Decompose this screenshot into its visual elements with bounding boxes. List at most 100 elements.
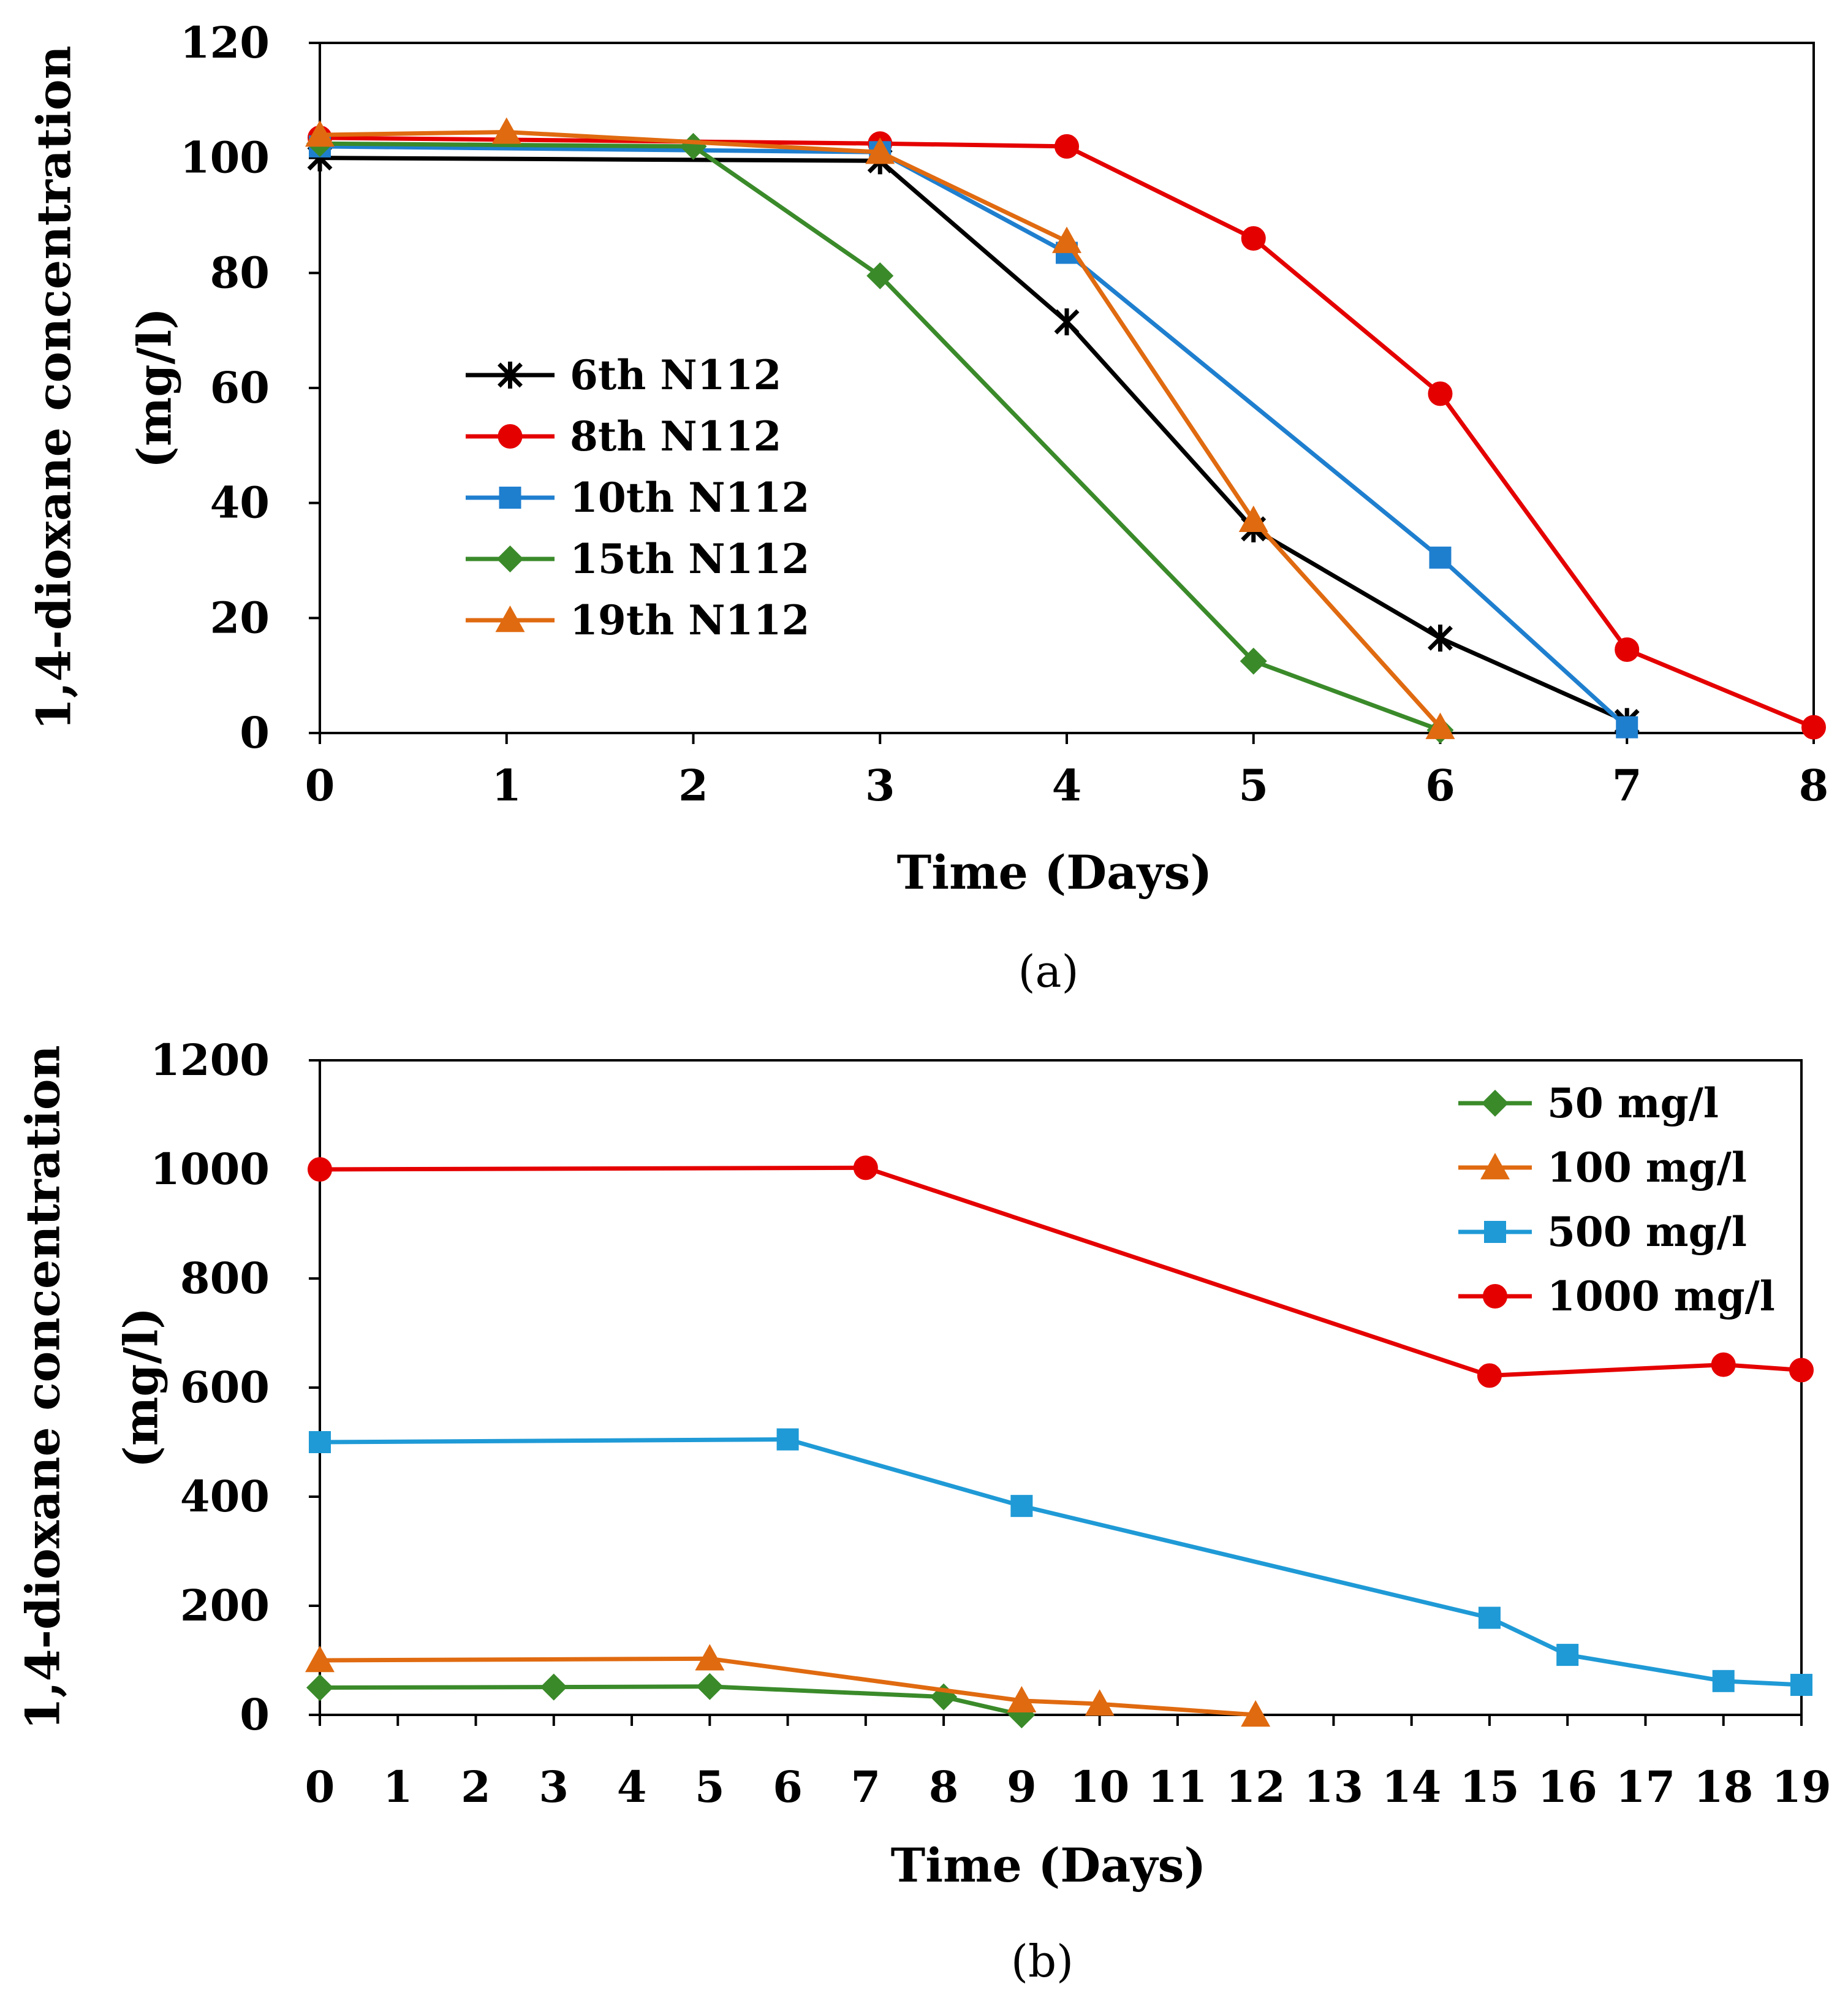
series-100-mg/l [305, 1644, 1271, 1727]
x-tick-label: 7 [1612, 760, 1642, 811]
x-tick-label: 2 [678, 760, 708, 811]
data-point [1478, 1606, 1501, 1629]
y-axis-title-unit: (mg/l) [127, 308, 182, 468]
data-point [305, 120, 335, 147]
data-point [853, 1155, 878, 1180]
legend-entry: 8th N112 [466, 412, 781, 460]
legend-marker [499, 487, 521, 509]
y-tick-label: 0 [240, 1689, 270, 1740]
y-tick-label: 100 [180, 132, 270, 183]
legend-marker [1483, 1284, 1507, 1309]
y-tick-label: 60 [210, 362, 270, 413]
y-tick-label: 200 [180, 1580, 270, 1631]
legend-label: 19th N112 [570, 596, 809, 644]
y-tick-label: 80 [210, 247, 270, 298]
series-50-mg/l [306, 1673, 1036, 1728]
data-point [1425, 712, 1455, 739]
data-point [1052, 226, 1081, 253]
series-line [319, 129, 1442, 729]
series-1000-mg/l [308, 1155, 1814, 1388]
y-axis-title: 1,4-dioxane concentration [16, 1045, 70, 1730]
legend-marker [498, 362, 523, 389]
x-tick-label: 2 [461, 1761, 491, 1812]
series-line [319, 1437, 1802, 1687]
data-point [1007, 1685, 1037, 1713]
legend-label: 6th N112 [570, 351, 781, 399]
x-tick-label: 5 [695, 1761, 725, 1812]
data-point [1085, 1689, 1115, 1716]
legend-marker [495, 606, 525, 633]
x-tick-label: 4 [617, 1761, 647, 1812]
data-point [1055, 134, 1079, 159]
x-tick-label: 6 [1425, 760, 1455, 811]
series-line [319, 135, 1815, 729]
legend-entry: 15th N112 [466, 535, 809, 583]
x-tick-label: 19 [1771, 1761, 1831, 1812]
panel-caption: (b) [1011, 1936, 1074, 1987]
legend-marker [496, 545, 524, 572]
y-tick-label: 800 [180, 1253, 270, 1304]
data-point [1428, 625, 1453, 652]
x-tick-label: 4 [1052, 760, 1082, 811]
y-axis-title-unit: (mg/l) [114, 1307, 169, 1468]
data-point [1429, 546, 1452, 569]
data-point [680, 132, 707, 160]
panel-caption: (a) [1018, 946, 1078, 997]
legend-label: 10th N112 [570, 474, 809, 522]
legend-marker [1482, 1090, 1509, 1117]
legend-entry: 50 mg/l [1458, 1079, 1719, 1127]
x-tick-label: 15 [1460, 1761, 1519, 1812]
y-tick-label: 1000 [150, 1144, 270, 1195]
x-tick-label: 10 [1070, 1761, 1129, 1812]
x-tick-label: 7 [850, 1761, 880, 1812]
data-point [1616, 716, 1638, 739]
data-point [1010, 1495, 1033, 1518]
data-point [1238, 505, 1268, 533]
legend-entry: 500 mg/l [1458, 1208, 1747, 1256]
y-tick-label: 400 [180, 1471, 270, 1522]
x-tick-label: 5 [1238, 760, 1268, 811]
legend-entry: 100 mg/l [1458, 1144, 1747, 1191]
data-point [1054, 308, 1080, 336]
data-point [1801, 715, 1826, 740]
x-tick-label: 1 [383, 1761, 413, 1812]
x-tick-label: 12 [1225, 1761, 1285, 1812]
data-point [305, 1646, 335, 1673]
x-tick-label: 9 [1007, 1761, 1037, 1812]
legend-label: 500 mg/l [1547, 1208, 1747, 1256]
data-point [540, 1673, 567, 1701]
data-point [1712, 1670, 1735, 1692]
legend-entry: 6th N112 [466, 351, 781, 399]
x-tick-label: 3 [539, 1761, 569, 1812]
data-point [1556, 1644, 1579, 1666]
chart-a: 0 20 40 60 80 100 120 0 1 2 3 4 5 6 7 8 Time (Days) 1,4-d… [27, 17, 1829, 997]
series-line [319, 1165, 1802, 1378]
x-tick-label: 0 [305, 1761, 335, 1812]
series-500-mg/l [309, 1428, 1812, 1696]
y-axis-title: 1,4-dioxane concentration [27, 45, 81, 731]
data-point [1241, 226, 1266, 251]
data-point [1615, 637, 1640, 662]
x-tick-label: 0 [305, 760, 335, 811]
x-tick-label: 14 [1382, 1761, 1441, 1812]
series-line [319, 1684, 1023, 1717]
data-point [1477, 1363, 1502, 1388]
y-tick-label: 1200 [150, 1035, 270, 1085]
x-tick-label: 11 [1148, 1761, 1207, 1812]
series-line [319, 156, 1628, 724]
x-tick-label: 6 [773, 1761, 803, 1812]
y-tick-label: 0 [240, 707, 270, 758]
data-point [1790, 1674, 1812, 1696]
legend-label: 1000 mg/l [1547, 1272, 1775, 1320]
data-point [491, 117, 521, 144]
data-point [865, 137, 895, 164]
data-point [695, 1644, 725, 1671]
x-tick-label: 16 [1537, 1761, 1597, 1812]
data-point [866, 262, 894, 290]
data-point [696, 1673, 724, 1700]
x-tick-label: 8 [1799, 760, 1829, 811]
data-point [309, 1431, 331, 1453]
data-point [1789, 1358, 1814, 1383]
y-tick-label: 120 [180, 17, 270, 68]
